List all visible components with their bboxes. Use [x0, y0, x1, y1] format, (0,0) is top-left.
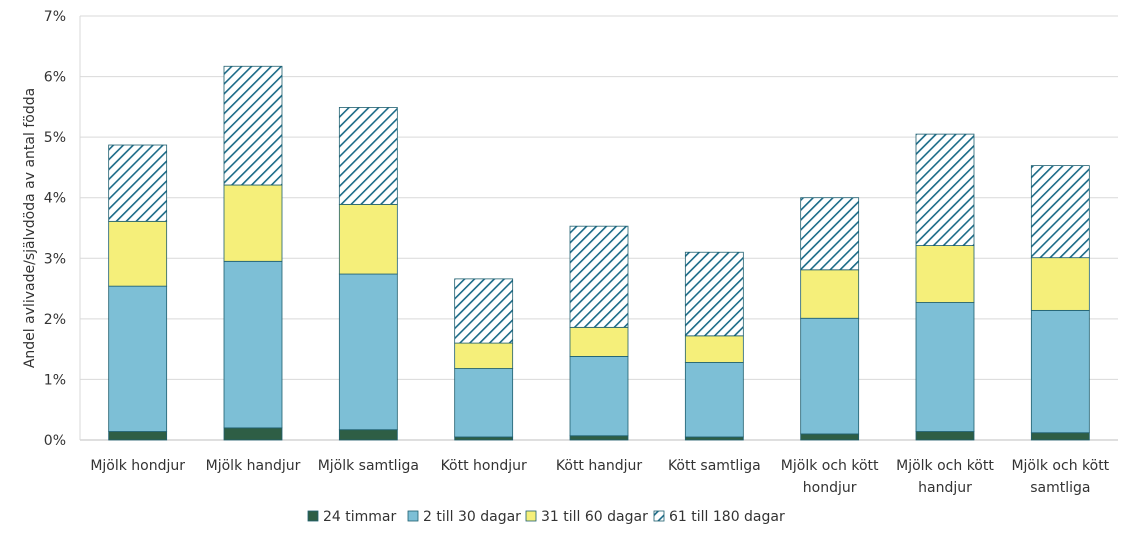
bar-segment	[223, 184, 283, 262]
bar-segment	[915, 133, 975, 246]
legend-swatch	[525, 510, 537, 522]
y-tick-label: 3%	[44, 251, 66, 267]
bar-segment	[684, 362, 744, 438]
bar-segment	[684, 335, 744, 363]
bars	[108, 65, 1090, 441]
x-tick-label: Mjölk samtliga	[318, 458, 419, 474]
bar-segment	[223, 427, 283, 441]
bar-segment	[800, 433, 860, 441]
y-tick-label: 2%	[44, 312, 66, 328]
y-tick-label: 0%	[44, 433, 66, 449]
bar-segment	[800, 197, 860, 271]
x-tick-label: Kött hondjur	[441, 458, 527, 474]
bar-segment	[338, 429, 398, 441]
bar-segment	[108, 220, 168, 287]
y-axis-title: Andel avlivade/självdöda av antal födda	[22, 88, 38, 368]
bar-segment	[454, 342, 514, 369]
bar-segment	[108, 431, 168, 441]
bar-segment	[684, 436, 744, 441]
bar-segment	[569, 225, 629, 328]
legend-label: 2 till 30 dagar	[423, 509, 521, 525]
bar-segment	[1030, 165, 1090, 259]
bar-segment	[915, 431, 975, 441]
legend-label: 31 till 60 dagar	[541, 509, 648, 525]
bar-segment	[1030, 432, 1090, 441]
x-tick-label: Mjölk och kött samtliga	[1011, 458, 1109, 496]
legend-swatch	[653, 510, 665, 522]
y-tick-label: 4%	[44, 191, 66, 207]
legend-label: 61 till 180 dagar	[669, 509, 785, 525]
x-tick-label: Mjölk och kött hondjur	[781, 458, 879, 496]
bar-segment	[223, 65, 283, 186]
bar-segment	[338, 273, 398, 431]
bar-segment	[454, 436, 514, 441]
y-tick-label: 1%	[44, 372, 66, 388]
bar-segment	[569, 326, 629, 357]
bar-segment	[108, 144, 168, 222]
bar-segment	[684, 251, 744, 337]
bar-segment	[915, 245, 975, 303]
y-tick-label: 6%	[44, 70, 66, 86]
bar-segment	[915, 302, 975, 432]
bar-segment	[1030, 257, 1090, 311]
x-tick-label: Mjölk och kött handjur	[896, 458, 994, 496]
bar-segment	[1030, 309, 1090, 434]
legend: 24 timmar 2 till 30 dagar 31 till 60 dagar…	[307, 509, 785, 525]
bar-segment	[223, 260, 283, 429]
bar-segment	[569, 435, 629, 441]
y-tick-label: 5%	[44, 130, 66, 146]
x-tick-label: Kött samtliga	[668, 458, 761, 474]
legend-label: 24 timmar	[323, 509, 396, 525]
bar-segment	[800, 269, 860, 319]
bar-segment	[338, 107, 398, 205]
y-tick-label: 7%	[44, 9, 66, 25]
bar-segment	[454, 368, 514, 438]
legend-swatch	[307, 510, 319, 522]
bar-segment	[338, 203, 398, 275]
x-axis-labels: Mjölk hondjur Mjölk handjur Mjölk samtliga…	[90, 458, 1109, 496]
x-tick-label: Mjölk handjur	[206, 458, 301, 474]
bar-segment	[108, 285, 168, 432]
bar-segment	[454, 278, 514, 344]
legend-swatch	[407, 510, 419, 522]
bar-segment	[569, 356, 629, 437]
x-tick-label: Kött handjur	[556, 458, 642, 474]
bar-segment	[800, 317, 860, 435]
y-axis: 0% 1% 2% 3% 4% 5% 6% 7%	[44, 9, 81, 449]
x-tick-label: Mjölk hondjur	[90, 458, 185, 474]
